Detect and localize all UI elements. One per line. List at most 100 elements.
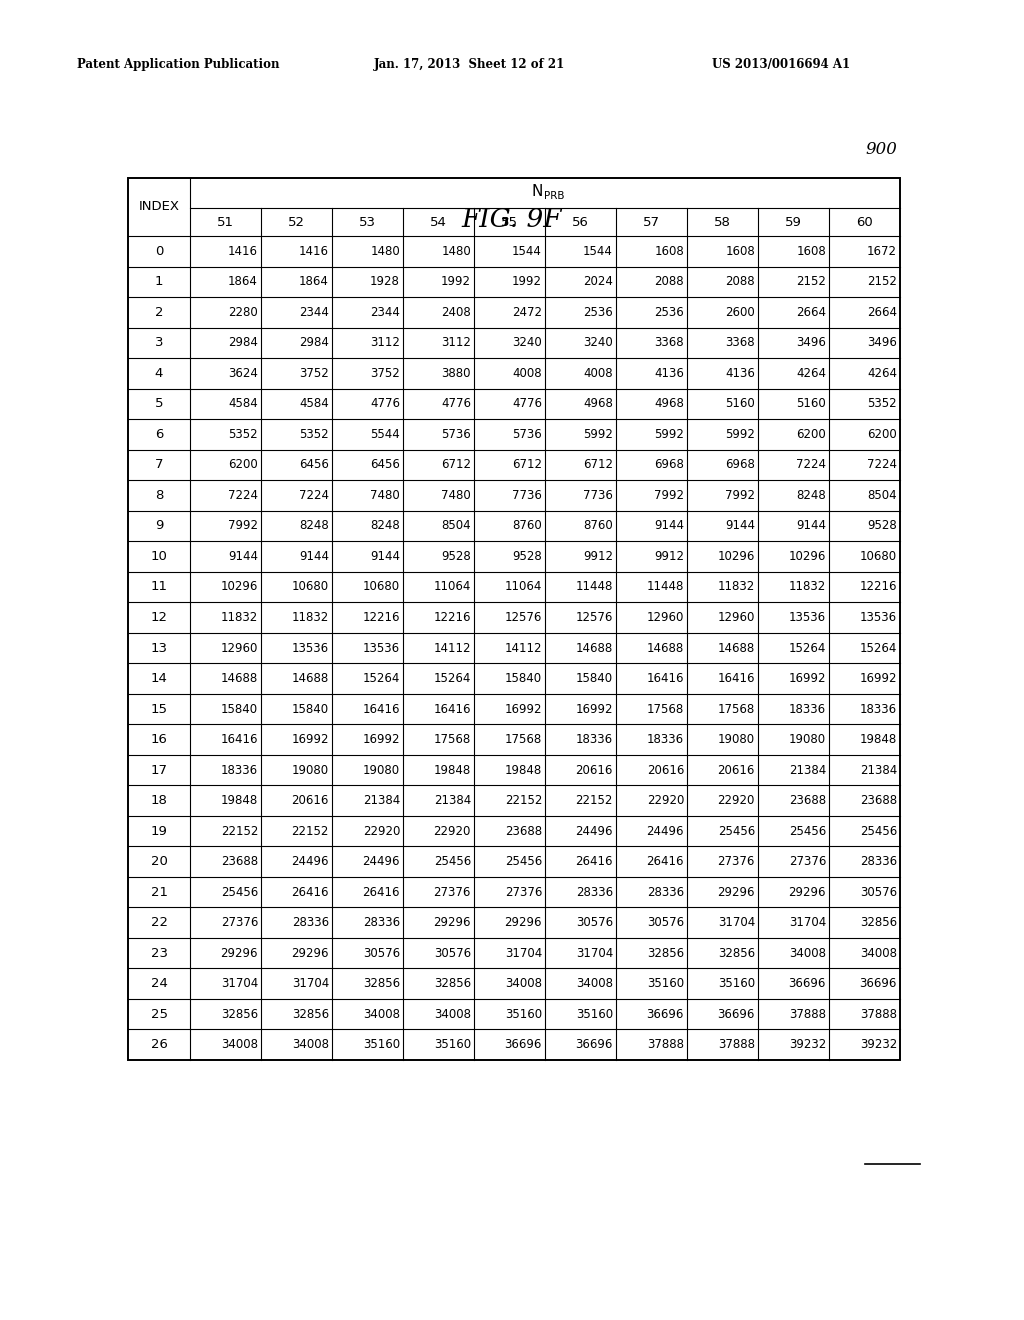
Text: 25456: 25456	[221, 886, 258, 899]
Text: 31704: 31704	[221, 977, 258, 990]
Text: 35160: 35160	[575, 1007, 613, 1020]
Text: 36696: 36696	[575, 1039, 613, 1051]
Text: 2024: 2024	[583, 276, 613, 288]
Text: 5992: 5992	[583, 428, 613, 441]
Text: 4264: 4264	[796, 367, 826, 380]
Text: 29296: 29296	[433, 916, 471, 929]
Text: 29296: 29296	[505, 916, 542, 929]
Text: 9144: 9144	[228, 550, 258, 562]
Text: 1608: 1608	[725, 244, 755, 257]
Text: 3496: 3496	[867, 337, 897, 350]
Text: 34008: 34008	[434, 1007, 471, 1020]
Text: Patent Application Publication: Patent Application Publication	[77, 58, 280, 71]
Text: 32856: 32856	[362, 977, 400, 990]
Text: 12960: 12960	[646, 611, 684, 624]
Text: 11448: 11448	[646, 581, 684, 594]
Text: 22152: 22152	[505, 795, 542, 807]
Text: 1480: 1480	[371, 244, 400, 257]
Text: 15264: 15264	[433, 672, 471, 685]
Text: 2152: 2152	[796, 276, 826, 288]
Text: 35160: 35160	[434, 1039, 471, 1051]
Text: 34008: 34008	[362, 1007, 400, 1020]
Text: 21384: 21384	[788, 763, 826, 776]
Text: 3112: 3112	[370, 337, 400, 350]
Text: 53: 53	[359, 215, 376, 228]
Text: 16416: 16416	[646, 672, 684, 685]
Text: 31704: 31704	[505, 946, 542, 960]
Text: 34008: 34008	[575, 977, 613, 990]
Text: 19848: 19848	[221, 795, 258, 807]
Text: 2984: 2984	[299, 337, 329, 350]
Text: 32856: 32856	[292, 1007, 329, 1020]
Text: 16416: 16416	[718, 672, 755, 685]
Text: 51: 51	[217, 215, 234, 228]
Text: 0: 0	[155, 244, 163, 257]
Text: 24496: 24496	[292, 855, 329, 869]
Text: 3752: 3752	[371, 367, 400, 380]
Text: 2984: 2984	[228, 337, 258, 350]
Text: 1992: 1992	[441, 276, 471, 288]
Text: 6200: 6200	[228, 458, 258, 471]
Text: 8504: 8504	[867, 488, 897, 502]
Text: 34008: 34008	[790, 946, 826, 960]
Text: 35160: 35160	[505, 1007, 542, 1020]
Text: 15264: 15264	[859, 642, 897, 655]
Text: 31704: 31704	[292, 977, 329, 990]
Text: 15264: 15264	[788, 642, 826, 655]
Text: 15840: 15840	[575, 672, 613, 685]
Text: US 2013/0016694 A1: US 2013/0016694 A1	[712, 58, 850, 71]
Text: 4264: 4264	[867, 367, 897, 380]
Text: 5352: 5352	[299, 428, 329, 441]
Text: 10296: 10296	[220, 581, 258, 594]
Text: 6968: 6968	[654, 458, 684, 471]
Text: 1992: 1992	[512, 276, 542, 288]
Text: 22152: 22152	[575, 795, 613, 807]
Text: 36696: 36696	[718, 1007, 755, 1020]
Text: 25456: 25456	[434, 855, 471, 869]
Text: 14112: 14112	[433, 642, 471, 655]
Text: 5544: 5544	[371, 428, 400, 441]
Text: 4: 4	[155, 367, 163, 380]
Text: 17: 17	[151, 763, 168, 776]
Text: 5: 5	[155, 397, 163, 411]
Text: 11832: 11832	[788, 581, 826, 594]
Text: 6: 6	[155, 428, 163, 441]
Text: 16992: 16992	[292, 733, 329, 746]
Text: 11064: 11064	[505, 581, 542, 594]
Text: 17568: 17568	[505, 733, 542, 746]
Text: 3496: 3496	[796, 337, 826, 350]
Text: 16416: 16416	[220, 733, 258, 746]
Text: 19848: 19848	[434, 763, 471, 776]
Text: 21384: 21384	[434, 795, 471, 807]
Text: 8760: 8760	[584, 520, 613, 532]
Text: 2536: 2536	[584, 306, 613, 319]
Text: 1608: 1608	[654, 244, 684, 257]
Text: 22920: 22920	[362, 825, 400, 838]
Text: 25456: 25456	[718, 825, 755, 838]
Text: 25456: 25456	[788, 825, 826, 838]
Text: 2664: 2664	[796, 306, 826, 319]
Text: 16992: 16992	[362, 733, 400, 746]
Text: 3368: 3368	[654, 337, 684, 350]
Text: 14688: 14688	[647, 642, 684, 655]
Text: 7: 7	[155, 458, 163, 471]
Text: 10680: 10680	[860, 550, 897, 562]
Text: 9144: 9144	[370, 550, 400, 562]
Text: 3368: 3368	[725, 337, 755, 350]
Text: 4776: 4776	[512, 397, 542, 411]
Text: 28336: 28336	[575, 886, 613, 899]
Text: 35160: 35160	[647, 977, 684, 990]
Text: 1672: 1672	[867, 244, 897, 257]
Text: 2408: 2408	[441, 306, 471, 319]
Text: 29296: 29296	[788, 886, 826, 899]
Text: 30576: 30576	[362, 946, 400, 960]
Text: 13536: 13536	[860, 611, 897, 624]
Text: 34008: 34008	[221, 1039, 258, 1051]
Text: PRB: PRB	[544, 191, 564, 201]
Text: 4008: 4008	[512, 367, 542, 380]
Text: 29296: 29296	[718, 886, 755, 899]
Text: 22: 22	[151, 916, 168, 929]
Text: 2664: 2664	[867, 306, 897, 319]
Text: 9912: 9912	[583, 550, 613, 562]
Text: 19848: 19848	[505, 763, 542, 776]
